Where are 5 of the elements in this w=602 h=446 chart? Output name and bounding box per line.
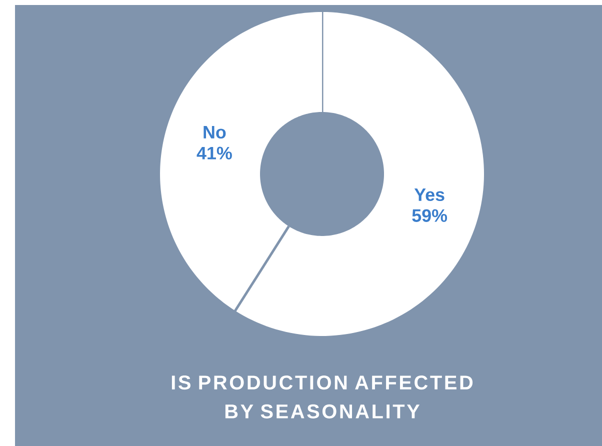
slice-label: Yes [414,188,444,202]
slice-label: No [204,126,226,139]
data-label: 41% [196,146,232,160]
text: IS PRODUCTION AFFECTED BY SEASONALITY [172,375,473,418]
data-label: 59% [412,209,448,222]
